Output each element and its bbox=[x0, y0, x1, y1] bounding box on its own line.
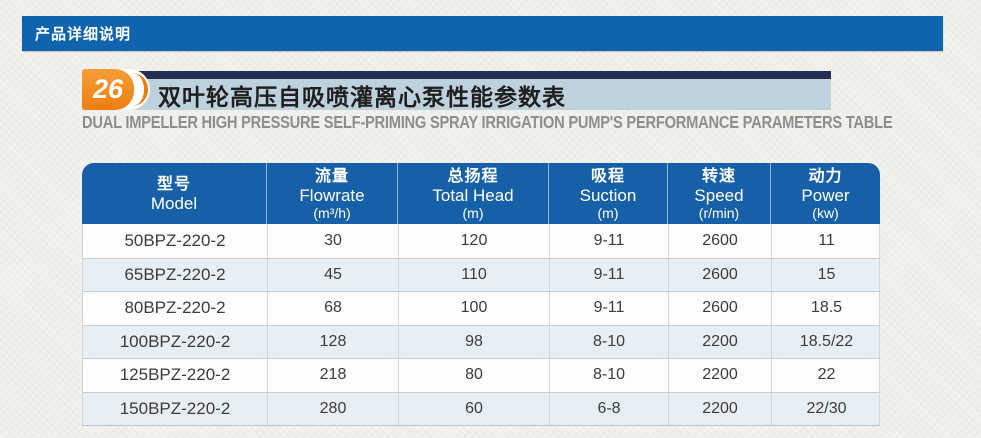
section-number-badge: 26 bbox=[82, 69, 150, 110]
header-line-cn: 流量 bbox=[314, 167, 349, 185]
column-header-model: 型号 Model bbox=[82, 163, 266, 224]
column-header-power: 动力 Power (kw) bbox=[770, 163, 880, 224]
badge-arc-decoration bbox=[132, 73, 148, 106]
value-cell: 2600 bbox=[668, 292, 771, 325]
badge-number: 26 bbox=[82, 69, 134, 110]
model-cell: 80BPZ-220-2 bbox=[124, 298, 226, 318]
header-line-cn: 转速 bbox=[701, 167, 736, 185]
value-cell: 9-11 bbox=[549, 258, 668, 291]
value-cell: 18.5/22 bbox=[771, 325, 879, 358]
value-cell: 15 bbox=[771, 258, 879, 291]
table-body: 50BPZ-220-2 30 120 9-11 2600 11 65BPZ-220-2 45 1… bbox=[82, 224, 880, 426]
model-cell: 100BPZ-220-2 bbox=[119, 331, 231, 351]
header-line-cn: 总扬程 bbox=[447, 167, 499, 185]
model-cell: 125BPZ-220-2 bbox=[119, 365, 231, 385]
performance-table: 型号 Model 流量 Flowrate (m³/h) 总扬程 Total Head (m) 吸… bbox=[82, 163, 880, 426]
value-cell: 2200 bbox=[668, 359, 771, 392]
value-cell: 110 bbox=[398, 258, 549, 291]
column-header-speed: 转速 Speed (r/min) bbox=[667, 163, 770, 224]
value-cell: 8-10 bbox=[549, 325, 668, 358]
top-bar-title: 产品详细说明 bbox=[35, 26, 132, 43]
header-line-unit: (m) bbox=[597, 204, 619, 221]
model-cell: 65BPZ-220-2 bbox=[124, 264, 226, 284]
value-cell: 100 bbox=[398, 292, 549, 325]
header-title-bar: 双叶轮高压自吸喷灌离心泵性能参数表 bbox=[82, 79, 831, 110]
value-cell: 2600 bbox=[668, 258, 771, 291]
value-cell: 120 bbox=[398, 224, 549, 258]
value-cell: 2200 bbox=[668, 325, 771, 358]
header-line-en: Flowrate bbox=[299, 185, 365, 205]
value-cell: 9-11 bbox=[549, 224, 668, 258]
header-line-cn: 吸程 bbox=[590, 167, 625, 185]
table-row: 50BPZ-220-2 30 120 9-11 2600 11 bbox=[83, 224, 879, 258]
column-header-suction: 吸程 Suction (m) bbox=[548, 163, 667, 224]
header-navy-strip bbox=[82, 71, 831, 79]
value-cell: 22/30 bbox=[771, 392, 879, 425]
top-bar: 产品详细说明 bbox=[22, 16, 943, 51]
column-header-flowrate: 流量 Flowrate (m³/h) bbox=[266, 163, 397, 224]
table-row: 65BPZ-220-2 45 110 9-11 2600 15 bbox=[83, 257, 879, 291]
value-cell: 98 bbox=[398, 325, 549, 358]
value-cell: 218 bbox=[267, 359, 398, 392]
table-row: 100BPZ-220-2 128 98 8-10 2200 18.5/22 bbox=[83, 324, 879, 358]
table-header-row: 型号 Model 流量 Flowrate (m³/h) 总扬程 Total Head (m) 吸… bbox=[82, 163, 880, 224]
value-cell: 2600 bbox=[668, 224, 771, 258]
model-cell: 150BPZ-220-2 bbox=[119, 398, 231, 418]
header-line-unit: (m) bbox=[462, 204, 484, 221]
header-line-en: Speed bbox=[694, 185, 744, 205]
value-cell: 80 bbox=[398, 359, 549, 392]
value-cell: 6-8 bbox=[549, 392, 668, 425]
section-header: 双叶轮高压自吸喷灌离心泵性能参数表 26 bbox=[82, 69, 831, 110]
column-header-total-head: 总扬程 Total Head (m) bbox=[397, 163, 548, 224]
section-title: 双叶轮高压自吸喷灌离心泵性能参数表 bbox=[158, 83, 566, 110]
table-row: 125BPZ-220-2 218 80 8-10 2200 22 bbox=[83, 358, 879, 392]
header-line-cn: 型号 bbox=[156, 175, 191, 193]
header-line-unit: (r/min) bbox=[698, 204, 740, 221]
header-line-en: Power bbox=[801, 185, 850, 205]
value-cell: 18.5 bbox=[771, 292, 879, 325]
section-subtitle-en: DUAL IMPELLER HIGH PRESSURE SELF-PRIMING… bbox=[82, 112, 893, 132]
value-cell: 60 bbox=[398, 392, 549, 425]
value-cell: 30 bbox=[267, 224, 398, 258]
model-cell: 50BPZ-220-2 bbox=[124, 230, 226, 250]
value-cell: 2200 bbox=[668, 392, 771, 425]
table-row: 150BPZ-220-2 280 60 6-8 2200 22/30 bbox=[83, 391, 879, 425]
header-line-en: Suction bbox=[579, 185, 637, 205]
value-cell: 128 bbox=[267, 325, 398, 358]
header-line-unit: (kw) bbox=[812, 204, 839, 221]
value-cell: 68 bbox=[267, 292, 398, 325]
value-cell: 22 bbox=[771, 359, 879, 392]
header-line-unit: (m³/h) bbox=[313, 204, 351, 221]
value-cell: 11 bbox=[771, 224, 879, 258]
value-cell: 45 bbox=[267, 258, 398, 291]
value-cell: 280 bbox=[267, 392, 398, 425]
header-line-en: Total Head bbox=[432, 185, 514, 205]
table-row: 80BPZ-220-2 68 100 9-11 2600 18.5 bbox=[83, 291, 879, 325]
value-cell: 8-10 bbox=[549, 359, 668, 392]
header-line-cn: 动力 bbox=[808, 167, 843, 185]
value-cell: 9-11 bbox=[549, 292, 668, 325]
header-line-en: Model bbox=[150, 193, 198, 213]
